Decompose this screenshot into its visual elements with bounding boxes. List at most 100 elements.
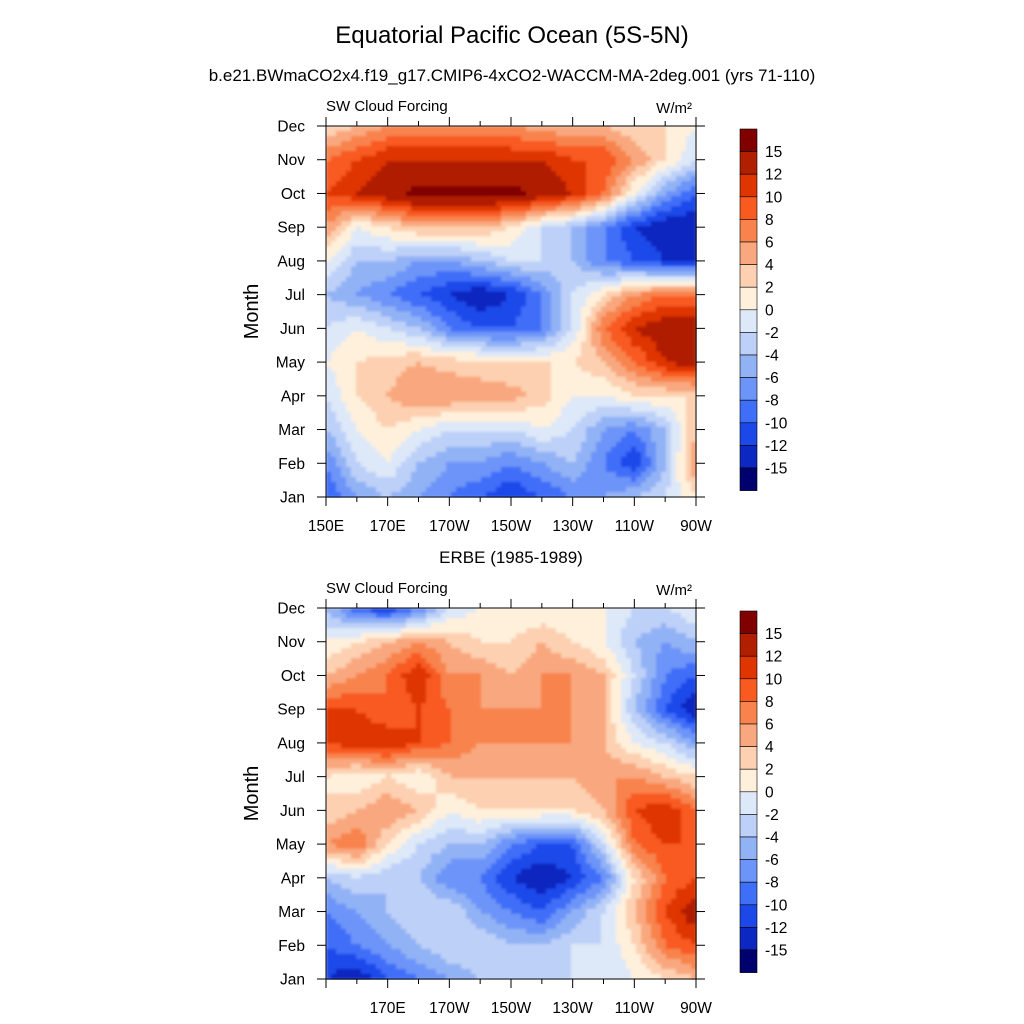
field-cell (686, 451, 692, 458)
field-cell (406, 261, 412, 267)
field-cell (366, 386, 372, 393)
field-cell (386, 171, 392, 177)
field-cell (691, 351, 697, 358)
field-cell (586, 136, 592, 142)
field-cell (521, 231, 527, 237)
field-cell (651, 286, 657, 293)
field-cell (386, 451, 392, 458)
field-cell (376, 321, 382, 328)
field-cell (351, 411, 357, 418)
field-cell (576, 246, 582, 252)
field-cell (341, 361, 347, 368)
field-cell (331, 161, 337, 167)
field-cell (416, 306, 422, 313)
field-cell (586, 301, 592, 308)
field-cell (331, 186, 337, 192)
field-cell (386, 166, 392, 172)
field-cell (601, 331, 607, 338)
field-cell (656, 181, 662, 187)
field-cell (341, 281, 347, 288)
field-cell (406, 431, 412, 438)
field-cell (496, 276, 502, 283)
field-cell (546, 421, 552, 428)
field-cell (681, 286, 687, 293)
field-cell (396, 296, 402, 303)
field-cell (581, 316, 587, 323)
field-cell (381, 321, 387, 328)
field-cell (401, 456, 407, 463)
field-cell (586, 351, 592, 358)
field-cell (326, 216, 332, 222)
field-cell (396, 126, 402, 132)
field-cell (656, 261, 662, 267)
field-cell (356, 351, 362, 358)
field-cell (676, 261, 682, 267)
field-cell (421, 211, 427, 217)
field-cell (501, 231, 507, 237)
field-cell (491, 226, 497, 232)
field-cell (406, 376, 412, 383)
field-cell (441, 301, 447, 308)
field-cell (561, 291, 567, 298)
field-cell (486, 346, 492, 353)
field-cell (446, 321, 452, 328)
field-cell (326, 241, 332, 247)
field-cell (376, 431, 382, 438)
field-cell (531, 431, 537, 438)
field-cell (591, 366, 597, 373)
field-cell (676, 286, 682, 293)
field-cell (436, 461, 442, 468)
field-cell (416, 236, 422, 242)
field-cell (516, 341, 522, 348)
field-cell (336, 316, 342, 323)
field-cell (536, 426, 542, 433)
field-cell (411, 371, 417, 378)
field-cell (596, 311, 602, 318)
field-cell (421, 221, 427, 227)
field-cell (426, 361, 432, 368)
field-cell (336, 161, 342, 167)
field-cell (401, 131, 407, 137)
field-cell (516, 176, 522, 182)
field-cell (661, 361, 667, 368)
field-cell (591, 196, 597, 202)
field-cell (606, 226, 612, 232)
field-cell (686, 161, 692, 167)
field-cell (371, 261, 377, 267)
field-cell (606, 241, 612, 247)
field-cell (546, 281, 552, 288)
field-cell (606, 211, 612, 217)
field-cell (671, 381, 677, 388)
field-cell (436, 411, 442, 418)
field-cell (336, 216, 342, 222)
field-cell (436, 131, 442, 137)
field-cell (381, 301, 387, 308)
field-cell (551, 256, 557, 262)
field-cell (556, 291, 562, 298)
field-cell (341, 231, 347, 237)
field-cell (441, 366, 447, 373)
field-cell (686, 321, 692, 328)
field-cell (466, 276, 472, 283)
field-cell (546, 261, 552, 267)
field-cell (481, 296, 487, 303)
field-cell (456, 286, 462, 293)
field-cell (616, 206, 622, 212)
field-cell (446, 376, 452, 383)
field-cell (326, 191, 332, 197)
field-cell (551, 386, 557, 393)
field-cell (566, 411, 572, 418)
field-cell (416, 276, 422, 283)
field-cell (411, 326, 417, 333)
field-cell (506, 316, 512, 323)
field-cell (621, 281, 627, 288)
field-cell (366, 421, 372, 428)
field-cell (466, 181, 472, 187)
field-cell (581, 371, 587, 378)
field-cell (681, 451, 687, 458)
field-cell (601, 291, 607, 298)
field-cell (661, 126, 667, 132)
field-cell (661, 396, 667, 403)
field-cell (386, 381, 392, 388)
field-cell (401, 306, 407, 313)
